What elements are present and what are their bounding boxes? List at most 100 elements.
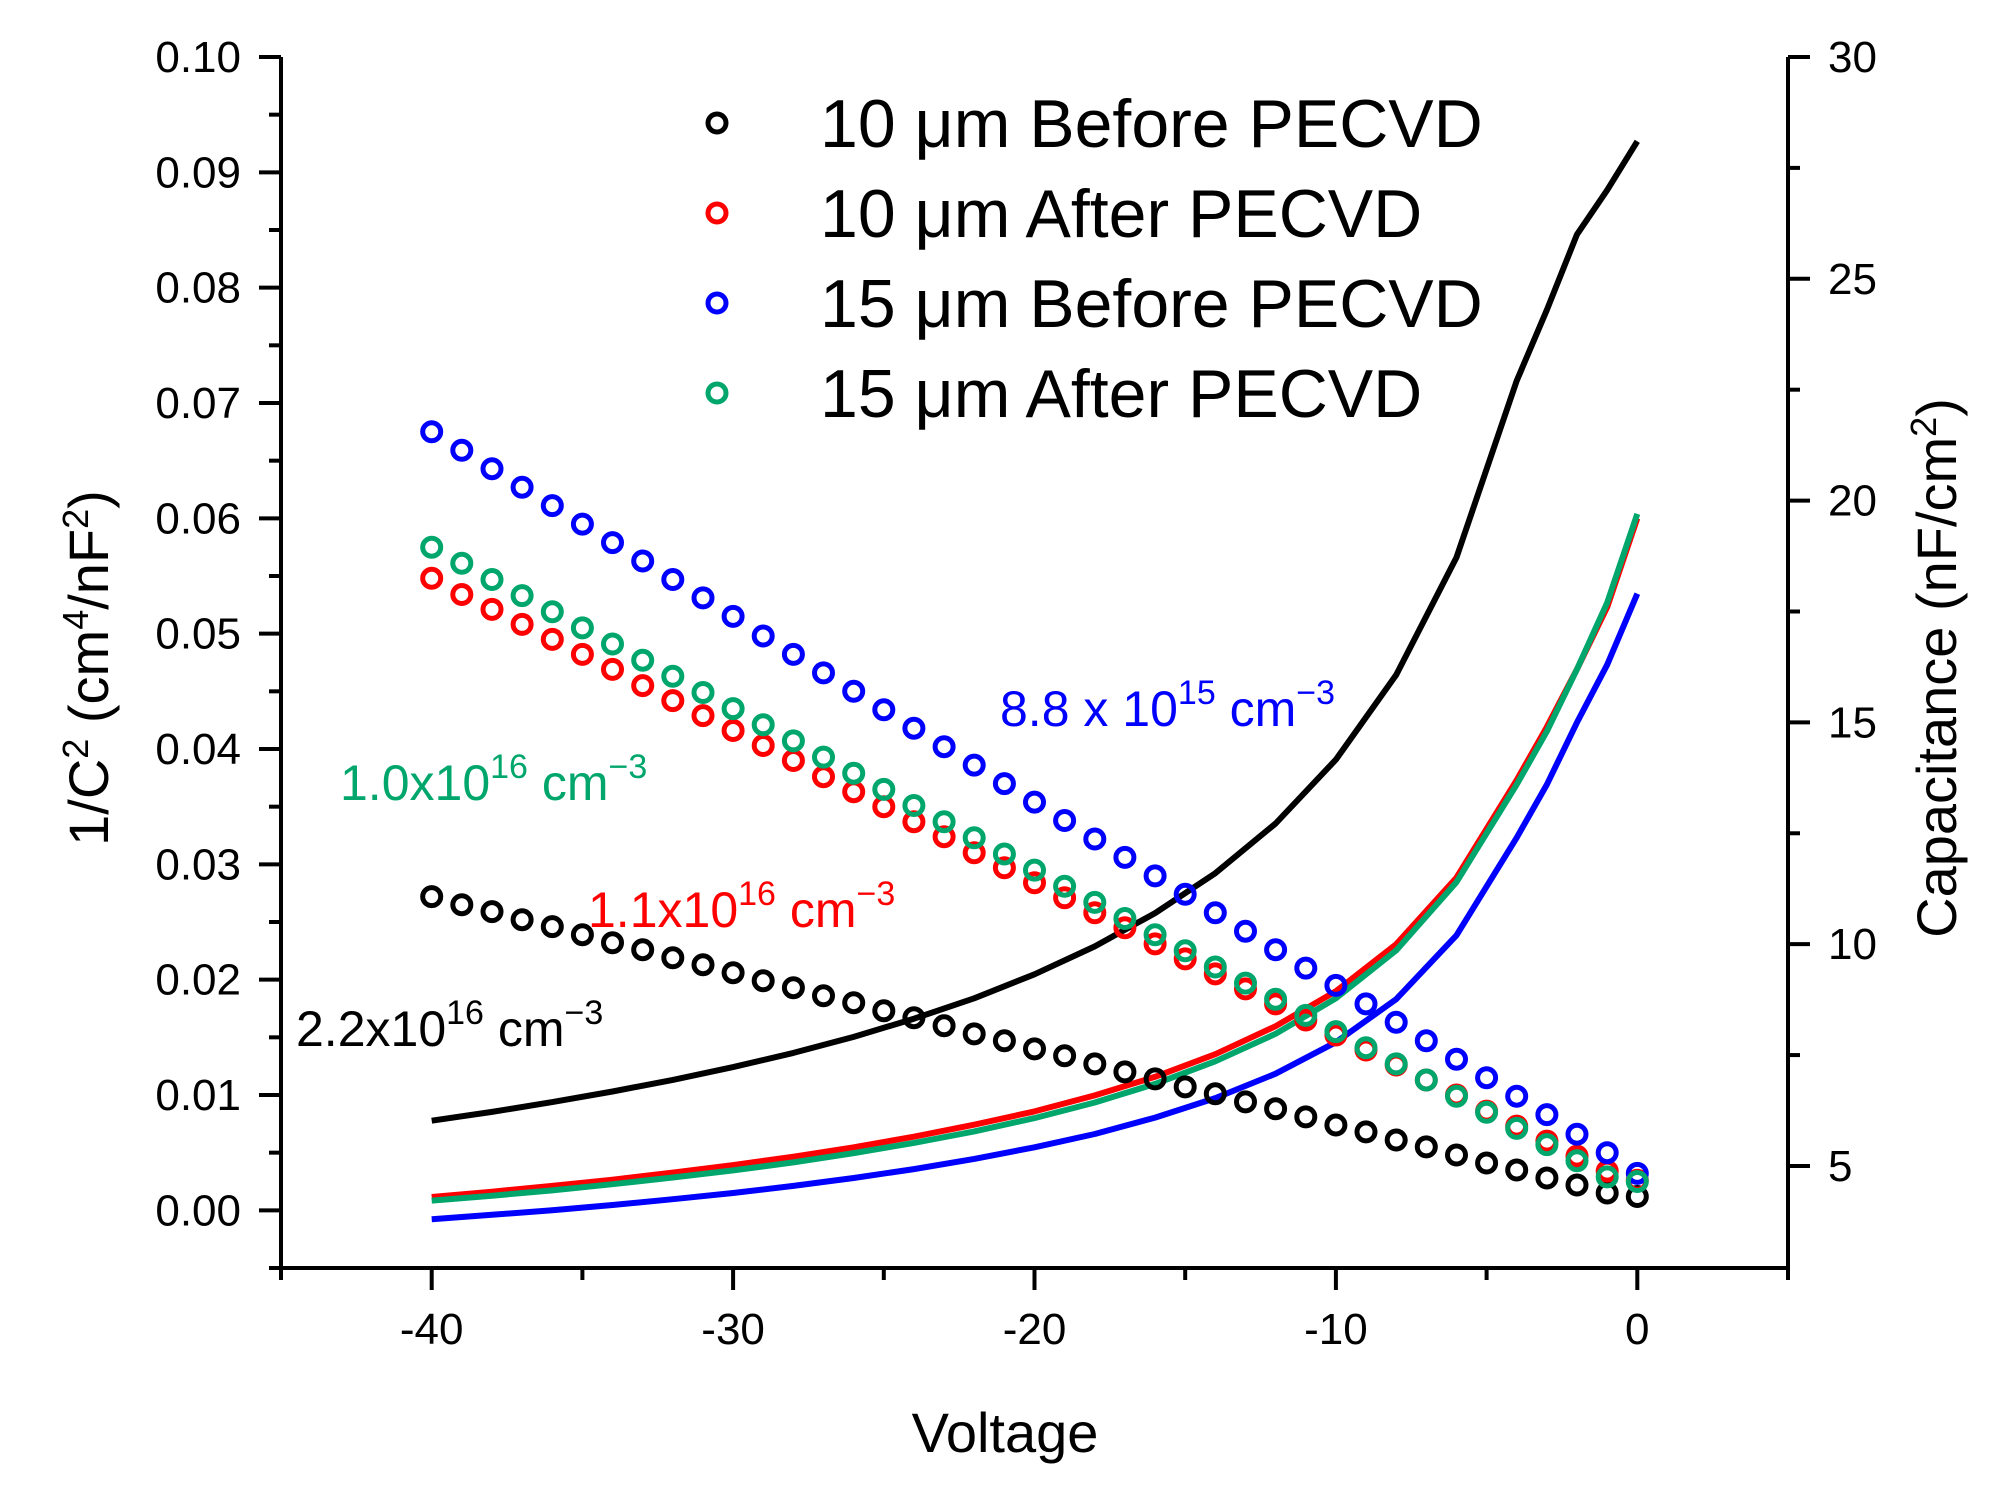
scatter-point-series-4 bbox=[751, 713, 775, 737]
scatter-point-series-4 bbox=[631, 648, 655, 672]
ticks: -40 -30 -20 -10 0 0.00 0.01 0.02 0.03 0.04 0.05 0.0… bbox=[155, 33, 1877, 1354]
scatter-point-series-3 bbox=[1113, 845, 1137, 869]
scatter-point-series-1 bbox=[420, 885, 444, 909]
scatter-point-series-3 bbox=[812, 661, 835, 685]
scatter-point-series-3 bbox=[1595, 1141, 1619, 1165]
scatter-point-series-4 bbox=[1053, 874, 1077, 898]
right-tick-label: 5 bbox=[1828, 1142, 1852, 1191]
scatter-point-series-1 bbox=[1475, 1151, 1499, 1175]
scatter-point-series-2 bbox=[631, 674, 655, 698]
scatter-point-series-3 bbox=[570, 512, 594, 536]
scatter-point-series-3 bbox=[1234, 919, 1257, 943]
x-tick-label: -30 bbox=[701, 1305, 765, 1354]
scatter-point-series-2 bbox=[842, 780, 866, 804]
scatter-point-series-1 bbox=[781, 976, 805, 1000]
cv-line-series-4 bbox=[431, 512, 1641, 1204]
scatter-point-series-3 bbox=[1384, 1010, 1408, 1034]
scatter-point-series-4 bbox=[842, 761, 866, 785]
scatter-point-series-4 bbox=[601, 632, 624, 656]
cv-line-series-2 bbox=[431, 517, 1641, 1200]
scatter-point-series-2 bbox=[751, 734, 775, 757]
scatter-point-series-1 bbox=[962, 1022, 986, 1046]
scatter-point-series-3 bbox=[1083, 827, 1107, 851]
scatter-point-series-1 bbox=[812, 984, 835, 1008]
scatter-point-series-3 bbox=[751, 624, 775, 648]
left-tick-label: 0.07 bbox=[155, 379, 241, 428]
legend-marker bbox=[705, 201, 729, 225]
scatter-point-series-1 bbox=[450, 893, 474, 917]
scatter-point-series-4 bbox=[1294, 1003, 1318, 1027]
scatter-point-series-1 bbox=[540, 915, 564, 939]
scatter-point-series-1 bbox=[1384, 1128, 1408, 1152]
scatter-point-series-2 bbox=[932, 825, 956, 849]
scatter-point-series-3 bbox=[932, 735, 956, 759]
scatter-point-series-3 bbox=[1324, 973, 1348, 997]
scatter-point-series-1 bbox=[1505, 1158, 1529, 1182]
scatter-point-series-3 bbox=[1625, 1161, 1649, 1185]
annotation-black: 2.2x1016 cm−3 bbox=[296, 994, 603, 1057]
cv-line-series-1 bbox=[431, 139, 1640, 1124]
scatter-point-series-1 bbox=[1203, 1082, 1227, 1106]
scatter-point-series-4 bbox=[1565, 1149, 1589, 1173]
scatter-point-series-2 bbox=[721, 719, 745, 742]
scatter-point-series-2 bbox=[1053, 886, 1077, 910]
scatter-point-series-4 bbox=[1203, 955, 1227, 979]
scatter-point-series-3 bbox=[601, 531, 624, 555]
plot-area bbox=[420, 139, 1649, 1223]
scatter-point-series-3 bbox=[1203, 901, 1227, 925]
scatter-point-series-3 bbox=[1414, 1029, 1438, 1053]
scatter-point-series-4 bbox=[1414, 1068, 1438, 1092]
annotation-red: 1.1x1016 cm−3 bbox=[588, 875, 895, 938]
scatter-point-series-1 bbox=[751, 969, 775, 993]
scatter-point-series-3 bbox=[1053, 809, 1077, 832]
scatter-point-series-2 bbox=[540, 627, 564, 651]
scatter-point-series-1 bbox=[1053, 1044, 1077, 1068]
scatter-point-series-3 bbox=[661, 568, 685, 591]
scatter-point-series-3 bbox=[1173, 882, 1197, 906]
scatter-point-series-3 bbox=[1023, 790, 1046, 814]
scatter-point-series-1 bbox=[902, 1006, 926, 1030]
scatter-point-series-3 bbox=[1143, 864, 1167, 888]
scatter-point-series-1 bbox=[661, 946, 685, 970]
scatter-point-series-4 bbox=[902, 794, 926, 817]
left-tick-label: 0.03 bbox=[155, 840, 241, 889]
scatter-point-series-4 bbox=[570, 616, 594, 640]
left-tick-label: 0.08 bbox=[155, 264, 241, 313]
scatter-point-series-3 bbox=[992, 772, 1016, 796]
scatter-point-series-4 bbox=[1445, 1084, 1468, 1108]
scatter-point-series-1 bbox=[1083, 1052, 1107, 1076]
scatter-point-series-3 bbox=[902, 716, 926, 740]
scatter-point-series-1 bbox=[1414, 1135, 1438, 1159]
scatter-point-series-4 bbox=[1384, 1052, 1408, 1076]
left-tick-label: 0.01 bbox=[155, 1071, 241, 1120]
scatter-point-series-2 bbox=[450, 583, 474, 606]
legend-marker bbox=[705, 291, 729, 315]
right-tick-label: 15 bbox=[1828, 698, 1877, 747]
scatter-point-series-3 bbox=[1294, 956, 1318, 980]
scatter-point-series-2 bbox=[480, 597, 504, 621]
x-tick-label: -20 bbox=[1003, 1305, 1067, 1354]
scatter-point-series-3 bbox=[1565, 1122, 1589, 1146]
scatter-point-series-3 bbox=[510, 475, 534, 499]
scatter-point-series-1 bbox=[510, 908, 534, 932]
scatter-point-series-4 bbox=[1143, 923, 1167, 947]
scatter-point-series-2 bbox=[420, 566, 444, 590]
x-tick-label: 0 bbox=[1625, 1305, 1649, 1354]
scatter-point-series-4 bbox=[450, 551, 474, 575]
scatter-point-series-2 bbox=[510, 612, 534, 636]
scatter-point-series-1 bbox=[1294, 1105, 1318, 1129]
scatter-point-series-3 bbox=[420, 420, 444, 444]
left-tick-label: 0.04 bbox=[155, 725, 241, 774]
right-tick-label: 20 bbox=[1828, 477, 1877, 526]
scatter-point-series-3 bbox=[842, 679, 866, 703]
left-tick-label: 0.00 bbox=[155, 1186, 241, 1235]
left-tick-label: 0.05 bbox=[155, 610, 241, 659]
scatter-point-series-4 bbox=[661, 664, 685, 688]
scatter-point-series-1 bbox=[721, 961, 745, 985]
right-tick-label: 30 bbox=[1828, 33, 1877, 82]
scatter-point-series-3 bbox=[450, 438, 474, 462]
scatter-point-series-1 bbox=[570, 923, 594, 947]
scatter-point-series-2 bbox=[661, 689, 685, 713]
scatter-point-series-1 bbox=[1535, 1166, 1559, 1190]
